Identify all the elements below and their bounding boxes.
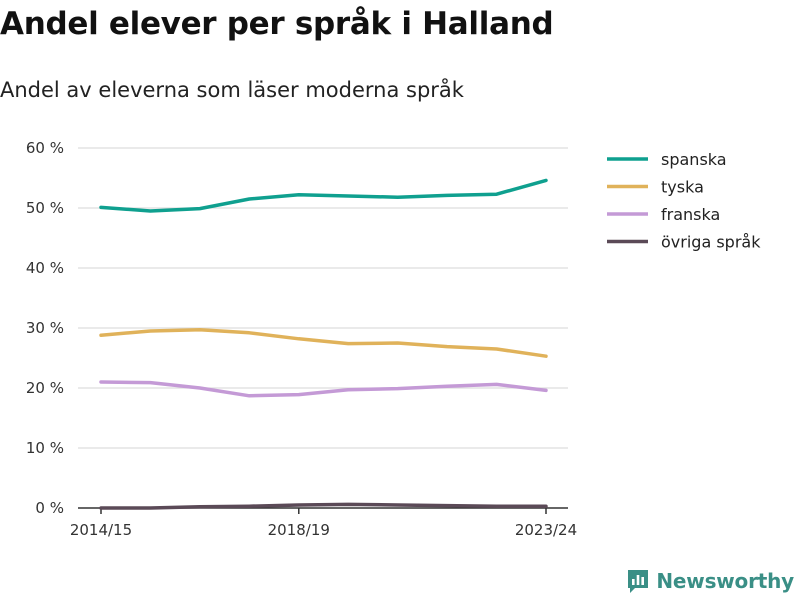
series-line <box>99 178 548 213</box>
series-line <box>99 502 548 510</box>
chart-title: Andel elever per språk i Halland <box>0 6 554 42</box>
series-line <box>99 380 548 398</box>
y-tick-label: 0 % <box>35 499 64 517</box>
y-axis-ticks: 0 % 10 % 20 % 30 % 40 % 50 % 60 % <box>26 139 64 517</box>
legend-label: franska <box>661 205 720 224</box>
legend-label: övriga språk <box>661 233 761 252</box>
brand-name: Newsworthy <box>656 569 794 593</box>
y-tick-label: 20 % <box>26 379 64 397</box>
gridlines <box>78 147 568 449</box>
x-tick-label: 2014/15 <box>70 521 132 539</box>
series-line <box>99 328 548 358</box>
legend-label: tyska <box>661 178 704 197</box>
y-tick-label: 50 % <box>26 199 64 217</box>
x-axis: 2014/15 2018/19 2023/24 <box>70 507 577 539</box>
y-tick-label: 60 % <box>26 139 64 157</box>
y-tick-label: 40 % <box>26 259 64 277</box>
newsworthy-logo: Newsworthy <box>626 568 794 594</box>
y-tick-label: 30 % <box>26 319 64 337</box>
x-tick-label: 2023/24 <box>515 521 577 539</box>
legend: spanska tyska franska övriga språk <box>607 150 761 252</box>
newsworthy-logo-icon <box>628 570 649 593</box>
y-tick-label: 10 % <box>26 439 64 457</box>
chart-subtitle: Andel av eleverna som läser moderna språ… <box>0 78 464 102</box>
legend-label: spanska <box>661 150 727 169</box>
series-lines <box>99 178 548 510</box>
x-tick-label: 2018/19 <box>268 521 330 539</box>
